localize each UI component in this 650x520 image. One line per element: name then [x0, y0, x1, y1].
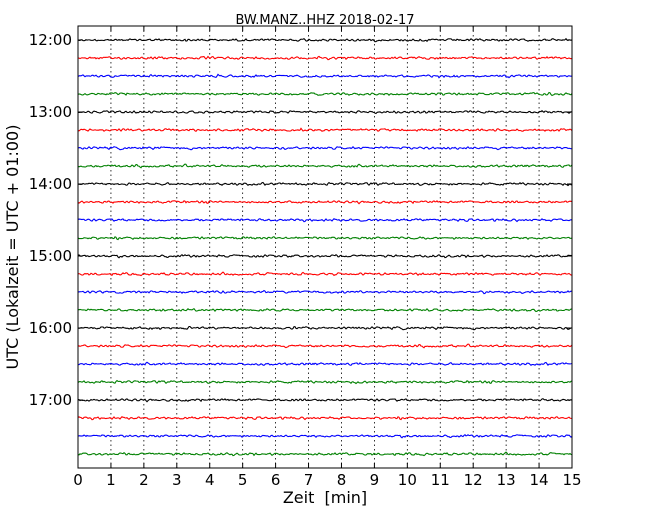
trace-1430	[77, 218, 573, 223]
trace-1630	[77, 361, 573, 367]
trace-1345	[77, 163, 573, 169]
trace-1715	[77, 416, 573, 421]
x-tick-label: 7	[304, 471, 314, 489]
trace-1245	[77, 91, 573, 97]
x-tick-label: 12	[464, 471, 483, 489]
trace-1500	[77, 254, 573, 259]
trace-1615	[77, 343, 573, 349]
x-tick-label: 5	[238, 471, 248, 489]
x-tick-label: 6	[271, 471, 281, 489]
x-tick-label: 3	[172, 471, 182, 489]
trace-1415	[77, 200, 573, 205]
trace-1445	[77, 236, 573, 241]
trace-1315	[77, 127, 573, 132]
y-axis-label: UTC (Lokalzeit = UTC + 01:00)	[3, 125, 22, 370]
x-axis-label: Zeit [min]	[283, 488, 367, 507]
y-tick-label: 13:00	[29, 103, 72, 121]
trace-1645	[77, 379, 573, 385]
x-tick-label: 10	[398, 471, 417, 489]
trace-1530	[77, 289, 573, 295]
x-tick-label: 1	[106, 471, 116, 489]
trace-1230	[77, 73, 573, 79]
plot-frame	[77, 25, 573, 469]
x-tick-label: 8	[337, 471, 347, 489]
x-tick-label: 0	[73, 471, 83, 489]
y-tick-label: 12:00	[29, 31, 72, 49]
y-tick-label: 16:00	[29, 319, 72, 337]
trace-1215	[77, 55, 573, 61]
x-tick-label: 9	[370, 471, 380, 489]
chart-title: BW.MANZ..HHZ 2018-02-17	[235, 13, 414, 28]
trace-1200	[77, 37, 572, 43]
y-axis-ticks: 12:00 13:00 14:00 15:00 16:00 17:00	[29, 31, 572, 409]
x-tick-label: 2	[139, 471, 149, 489]
x-tick-label: 13	[497, 471, 516, 489]
x-tick-label: 4	[205, 471, 215, 489]
trace-1330	[77, 145, 573, 151]
y-tick-label: 15:00	[29, 247, 72, 265]
trace-1300	[77, 109, 573, 115]
trace-1700	[77, 398, 573, 403]
trace-1400	[77, 181, 573, 187]
trace-1730	[77, 434, 573, 439]
trace-1545	[77, 307, 573, 313]
x-tick-label: 15	[562, 471, 581, 489]
y-tick-label: 17:00	[29, 391, 72, 409]
trace-1515	[77, 271, 573, 277]
x-axis-ticks: 0 1 2 3 4 5 6 7 8 9 10 11 12 13 14 15	[73, 26, 582, 489]
trace-1745	[77, 451, 573, 457]
x-tick-label: 14	[530, 471, 549, 489]
trace-1600	[77, 325, 573, 331]
x-tick-label: 11	[431, 471, 450, 489]
grid-lines	[110, 26, 540, 468]
y-tick-label: 14:00	[29, 175, 72, 193]
traces	[77, 37, 573, 457]
